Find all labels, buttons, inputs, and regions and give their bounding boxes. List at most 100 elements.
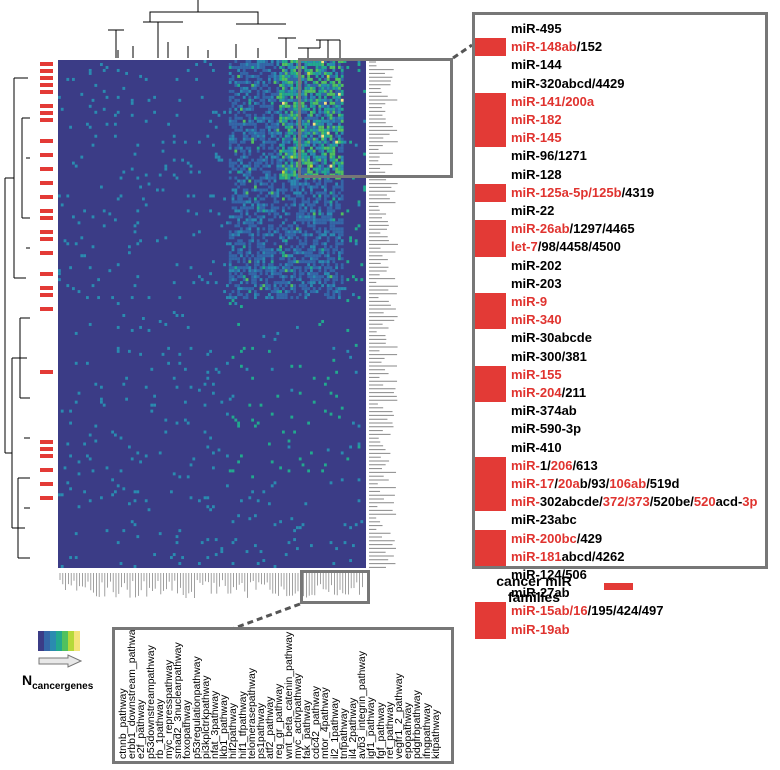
heatmap-cell xyxy=(228,302,232,306)
heatmap-cell xyxy=(290,77,294,81)
heatmap-cell xyxy=(88,71,92,75)
heatmap-cell xyxy=(251,269,254,273)
heatmap-cell xyxy=(237,248,240,252)
heatmap-cell xyxy=(240,197,243,201)
heatmap-cell xyxy=(329,89,333,93)
heatmap-cell xyxy=(276,74,280,78)
heatmap-cell xyxy=(284,275,288,279)
heatmap-cell xyxy=(279,83,282,87)
heatmap-cell xyxy=(270,260,274,264)
heatmap-cell xyxy=(321,242,324,246)
heatmap-cell xyxy=(231,257,235,261)
heatmap-cell xyxy=(315,197,319,201)
heatmap-cell xyxy=(324,80,327,84)
heatmap-cell xyxy=(315,122,319,126)
heatmap-cell xyxy=(284,242,288,246)
heatmap-cell xyxy=(279,134,282,138)
heatmap-cell xyxy=(296,71,299,75)
heatmap-cell xyxy=(251,134,254,138)
heatmap-cell xyxy=(259,137,263,141)
heatmap-cell xyxy=(307,200,310,204)
heatmap-cell xyxy=(248,251,252,255)
heatmap-cell xyxy=(296,152,299,156)
heatmap-cell xyxy=(326,266,330,270)
heatmap-cell xyxy=(228,397,232,401)
heatmap-cell xyxy=(66,284,70,288)
heatmap-cell xyxy=(284,155,288,159)
heatmap-cell xyxy=(307,86,310,90)
heatmap-cell xyxy=(332,269,336,273)
heatmap-cell xyxy=(312,98,316,102)
heatmap-cell xyxy=(276,80,280,84)
heatmap-cell xyxy=(312,287,316,291)
heatmap-cell xyxy=(318,278,322,282)
heatmap-cell xyxy=(310,257,313,261)
heatmap-cell xyxy=(296,266,299,270)
heatmap-cell xyxy=(318,110,322,114)
heatmap-cell xyxy=(268,185,271,189)
heatmap-cell xyxy=(256,421,260,425)
heatmap-cell xyxy=(329,245,333,249)
mir-family-label: miR-27ab xyxy=(511,584,570,602)
heatmap-cell xyxy=(282,104,285,108)
heatmap-cell xyxy=(298,248,302,252)
heatmap-cell xyxy=(248,221,252,225)
heatmap-cell xyxy=(279,98,282,102)
heatmap-cell xyxy=(237,269,240,273)
heatmap-cell xyxy=(245,212,249,216)
heatmap-cell xyxy=(357,296,361,300)
heatmap-cell xyxy=(290,227,294,231)
heatmap-cell xyxy=(237,233,240,237)
heatmap-cell xyxy=(270,122,274,126)
heatmap-cell xyxy=(338,101,341,105)
heatmap-cell xyxy=(254,272,257,276)
heatmap-cell xyxy=(315,131,319,135)
heatmap-cell xyxy=(312,137,316,141)
heatmap-cell xyxy=(251,98,254,102)
heatmap-cell xyxy=(315,80,319,84)
heatmap-cell xyxy=(321,251,324,255)
heatmap-cell xyxy=(332,275,336,279)
heatmap-cell xyxy=(360,278,364,282)
mir-family-label: miR-155 xyxy=(511,366,562,384)
heatmap-cell xyxy=(262,266,266,270)
heatmap-cell xyxy=(234,80,238,84)
heatmap-cell xyxy=(220,224,224,228)
heatmap-cell xyxy=(231,194,235,198)
heatmap-cell xyxy=(318,140,322,144)
heatmap-cell xyxy=(116,302,120,306)
heatmap-cell xyxy=(307,71,310,75)
mir-family-row: miR-200bc/429 xyxy=(475,529,765,548)
heatmap-cell xyxy=(293,529,296,533)
heatmap-cell xyxy=(326,251,330,255)
heatmap-cell xyxy=(296,155,299,159)
heatmap-cell xyxy=(279,92,282,96)
heatmap-cell xyxy=(94,382,98,386)
heatmap-cell xyxy=(321,131,324,135)
heatmap-cell xyxy=(318,107,322,111)
heatmap-cell xyxy=(223,110,226,114)
heatmap-cell xyxy=(240,215,243,219)
heatmap-cell xyxy=(284,239,288,243)
heatmap-cell xyxy=(324,197,327,201)
heatmap-cell xyxy=(276,266,280,270)
heatmap-cell xyxy=(326,110,330,114)
increase-arrow-icon xyxy=(38,654,82,668)
heatmap-cell xyxy=(282,77,285,81)
heatmap-cell xyxy=(256,131,260,135)
heatmap-cell xyxy=(324,269,327,273)
heatmap-cell xyxy=(332,260,336,264)
heatmap-cell xyxy=(293,182,296,186)
heatmap-cell xyxy=(273,266,277,270)
heatmap-cell xyxy=(254,284,257,288)
heatmap-cell xyxy=(223,290,226,294)
heatmap-cell xyxy=(192,233,196,237)
heatmap-cell xyxy=(326,209,330,213)
heatmap-cell xyxy=(273,74,277,78)
heatmap-cell xyxy=(130,328,134,332)
heatmap-cell xyxy=(237,158,240,162)
heatmap-cell xyxy=(315,278,319,282)
heatmap-cell xyxy=(133,284,137,288)
mir-family-panel: miR-495 miR-148ab/152 miR-144 miR-320abcd/4… xyxy=(472,12,768,639)
heatmap-cell xyxy=(307,281,310,285)
